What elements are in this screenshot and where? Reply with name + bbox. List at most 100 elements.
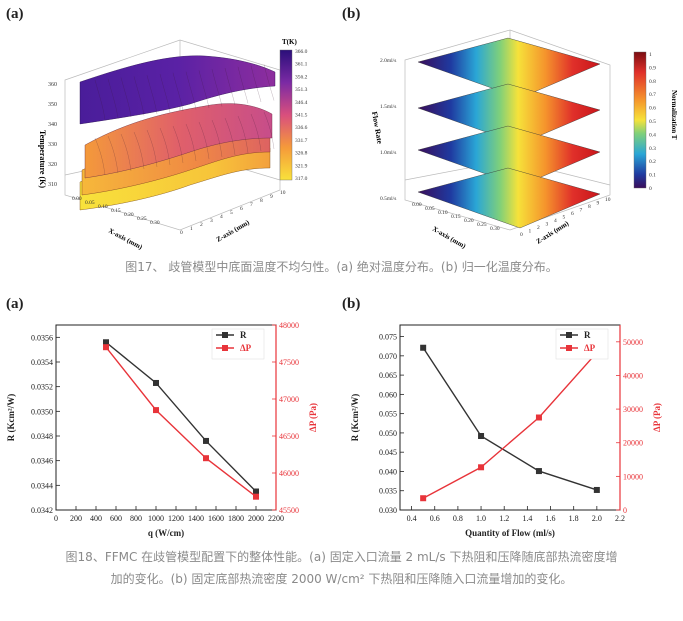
- fig17a-x-tick: 0.10: [98, 204, 108, 210]
- fig18a-yr-tick: 45500: [279, 506, 299, 515]
- fig18b-series-0-point: [535, 468, 542, 475]
- fig17a-y-tick: 7: [250, 202, 253, 208]
- fig18b-series-1-point: [478, 464, 485, 471]
- fig18b-yl-tick: 0.045: [379, 448, 397, 457]
- fig17-panel-b-label: (b): [342, 6, 361, 22]
- fig17b-y-tick: 7: [580, 208, 583, 214]
- fig17b-slice-plot: 2.0ml/s 1.5ml/s 1.0ml/s 0.5ml/s Flow Rate 0…: [370, 29, 611, 250]
- fig18b-series-0-point: [478, 433, 485, 439]
- fig18a-xlabel: q (W/cm): [148, 528, 184, 538]
- fig17a-colorbar-tick: 361.1: [295, 62, 308, 68]
- fig17a-colorbar-tick: 321.9: [295, 163, 308, 169]
- fig17b-zlabel: Flow Rate: [370, 111, 385, 145]
- fig18a-yl-tick: 0.0346: [31, 457, 53, 466]
- fig18a-x-tick: 800: [130, 514, 142, 523]
- fig18a-x-tick: 1800: [228, 514, 244, 523]
- fig17a-colorbar-tick: 326.8: [295, 151, 308, 157]
- fig18b-series-1-line: [422, 352, 598, 499]
- fig17a-zlabel: Temperature (K): [38, 130, 47, 188]
- fig18b-yl-tick: 0.050: [379, 429, 397, 438]
- fig17b-x-tick: 0.00: [412, 202, 422, 208]
- fig18a-yl-tick: 0.0342: [31, 506, 53, 515]
- fig18a-series-1-point: [203, 455, 209, 462]
- fig17b-colorbar-tick: 0.8: [649, 79, 656, 85]
- fig18b-yr-tick: 10000: [623, 472, 643, 481]
- fig18b-yr-tick: 0: [623, 506, 627, 515]
- fig17b-z-tick: 2.0ml/s: [380, 58, 396, 64]
- fig18b-line-chart: 0.4 0.6 0.8 1.0 1.2 1.4 1.6 1.8 2.0 2.2 0.030 0.035…: [350, 324, 662, 538]
- fig18b-yl-tick: 0.065: [379, 371, 397, 380]
- fig17b-x-tick: 0.25: [477, 222, 487, 228]
- fig17b-colorbar-tick: 0.6: [649, 106, 656, 112]
- fig17a-colorbar: T(K) 366.0 361.1 356.2 351.3 346.4 341.5 336.6…: [279, 38, 308, 182]
- fig17b-xlabel: X-axis (mm): [431, 225, 468, 250]
- fig17b-colorbar: 1 0.9 0.8 0.7 0.6 0.5 0.4 0.3 0.2 0.1 0 Normalizat…: [633, 51, 678, 192]
- fig18b-yl-tick: 0.030: [379, 506, 397, 515]
- fig18b-legend-marker: [566, 332, 572, 338]
- fig17a-ylabel: Z-axis (mm): [215, 218, 251, 244]
- fig17b-y-tick: 5: [563, 215, 566, 221]
- fig18b-ylabel-left: R (Kcm²/W): [350, 394, 360, 441]
- fig18a-legend-label: ΔP: [240, 343, 252, 353]
- fig18a-x-tick: 1200: [168, 514, 184, 523]
- fig17a-y-tick: 2: [200, 222, 203, 228]
- fig18a-legend-marker: [222, 345, 228, 351]
- fig18a-x-tick: 600: [110, 514, 122, 523]
- fig17b-z-ticks: 2.0ml/s 1.5ml/s 1.0ml/s 0.5ml/s: [380, 58, 396, 202]
- fig18b-yl-tick: 0.060: [379, 390, 397, 399]
- fig17a-z-ticks: 360 350 340 330 320 310: [48, 82, 57, 188]
- fig18b-legend-label: R: [584, 330, 591, 340]
- fig18b-x-tick: 0.4: [407, 514, 417, 523]
- fig17a-colorbar-tick: 356.2: [295, 74, 308, 80]
- fig17a-x-tick: 0.25: [137, 216, 147, 222]
- fig18a-yr-tick: 46500: [279, 432, 299, 441]
- fig17a-colorbar-tick: 317.0: [295, 176, 308, 182]
- fig17a-z-tick: 350: [48, 102, 57, 108]
- fig17a-colorbar-tick: 346.4: [295, 100, 308, 106]
- fig18a-yr-tick: 47500: [279, 358, 299, 367]
- fig18a-series-0-point: [203, 437, 209, 444]
- fig18b-series-1-point: [535, 414, 542, 421]
- fig18b-ylabel-right: ΔP (Pa): [652, 403, 662, 432]
- fig17b-y-tick: 4: [554, 218, 557, 224]
- fig17b-colorbar-tick: 0.9: [649, 65, 656, 71]
- fig18a-x-tick: 0: [54, 514, 58, 523]
- fig18b-x-tick: 1.4: [522, 514, 532, 523]
- fig18b-series-1-point: [420, 495, 427, 502]
- fig18a-yl-tick: 0.0348: [31, 432, 53, 441]
- fig18a-x-tick: 2200: [268, 514, 284, 523]
- fig17a-colorbar-tick: 366.0: [295, 49, 308, 55]
- fig17a-x-tick: 0.05: [85, 200, 95, 206]
- fig17a-x-tick: 0.15: [111, 208, 121, 214]
- fig17b-x-tick: 0.10: [438, 210, 448, 216]
- fig17b-x-tick: 0.05: [425, 206, 435, 212]
- fig17b-slice-2.0: [417, 37, 601, 99]
- fig18b-xlabel: Quantity of Flow (ml/s): [465, 528, 555, 538]
- fig18a-series-1-line: [105, 346, 257, 498]
- fig18a-yr-tick: 46000: [279, 469, 299, 478]
- fig17a-y-ticks: 0 1 2 3 4 5 6 7 8 9 10: [180, 190, 286, 236]
- fig17a-y-tick: 3: [210, 218, 213, 224]
- fig17a-y-tick: 0: [180, 230, 183, 236]
- fig18a-series-1-point: [153, 407, 159, 414]
- fig18b-yl-tick: 0.075: [379, 333, 397, 342]
- fig17b-slice-0.5: [417, 167, 601, 229]
- fig18a-yl-tick: 0.0350: [31, 407, 53, 416]
- fig18a-series-0-line: [105, 341, 257, 492]
- fig18b-series-0-line: [422, 347, 598, 491]
- fig17a-y-tick: 10: [280, 190, 286, 196]
- fig18-panel-a-label: (a): [6, 296, 24, 312]
- fig17a-z-tick: 320: [48, 162, 57, 168]
- fig18b-yr-tick: 40000: [623, 371, 643, 380]
- fig18b-x-tick: 1.6: [546, 514, 556, 523]
- fig17a-y-tick: 5: [230, 210, 233, 216]
- fig18a-yr-tick: 48000: [279, 321, 299, 330]
- fig17b-z-tick: 0.5ml/s: [380, 196, 396, 202]
- fig17b-colorbar-tick: 0: [649, 186, 652, 192]
- fig17b-colorbar-tick: 0.7: [649, 92, 656, 98]
- fig17b-y-tick: 10: [605, 197, 611, 203]
- fig18b-yr-tick: 30000: [623, 405, 643, 414]
- fig17b-y-tick: 3: [546, 222, 549, 228]
